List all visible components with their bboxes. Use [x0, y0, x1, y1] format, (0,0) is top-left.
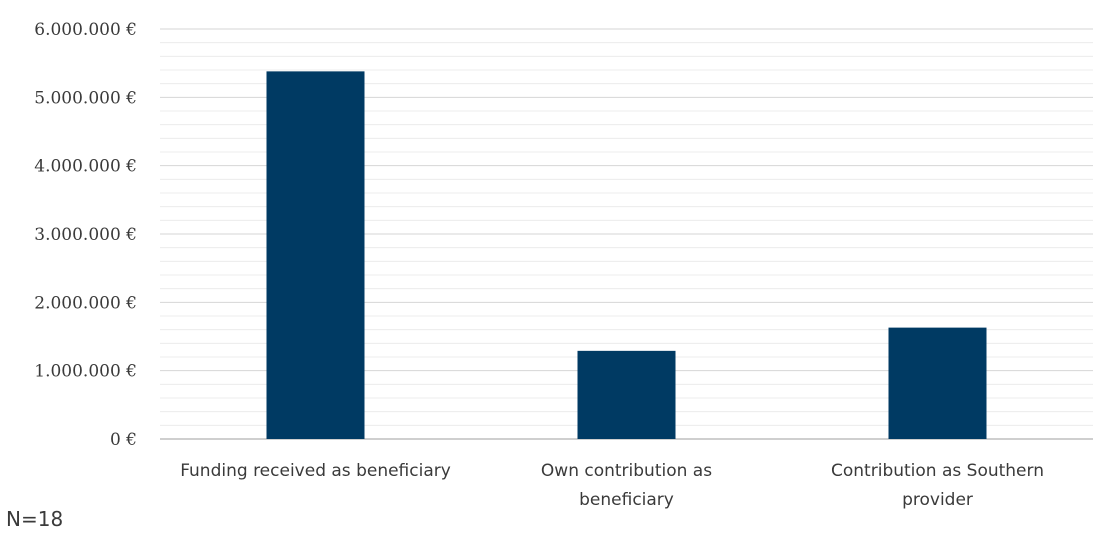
y-tick-label: 4.000.000 € [34, 157, 137, 177]
x-category-label: Funding received as beneficiary [180, 461, 451, 481]
y-tick-label: 2.000.000 € [34, 293, 137, 313]
y-axis-tick-labels: 0 € 1.000.000 € 2.000.000 € 3.000.000 € 4.00… [34, 20, 137, 450]
bar [266, 71, 365, 439]
y-tick-label: 1.000.000 € [34, 362, 137, 382]
x-category-label: Own contribution as beneficiary [541, 461, 712, 510]
bar [888, 327, 987, 439]
y-tick-label: 6.000.000 € [34, 20, 137, 40]
x-axis-category-labels: Funding received as beneficiary Own contr… [180, 461, 1044, 510]
sample-size-note: N=18 [6, 507, 64, 531]
y-tick-label: 3.000.000 € [34, 225, 137, 245]
x-category-label: Contribution as Southern provider [831, 461, 1044, 510]
bars [266, 71, 987, 439]
y-tick-label: 0 € [110, 430, 137, 450]
y-tick-label: 5.000.000 € [34, 88, 137, 108]
bar [577, 350, 676, 439]
